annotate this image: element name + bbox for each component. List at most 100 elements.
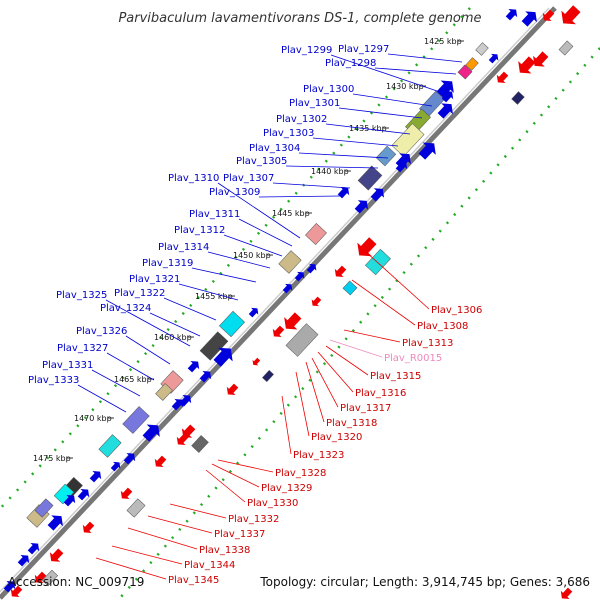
leader-line-plav-1325 <box>105 299 191 347</box>
minus-feature-block <box>191 435 209 453</box>
gene-label-plav-1327: Plav_1327 <box>57 343 108 354</box>
plus-strand-arrow <box>521 11 537 27</box>
minus-strand-arrow <box>518 56 536 74</box>
gene-label-plav-1319: Plav_1319 <box>142 258 193 269</box>
plus-strand-arrow <box>123 453 136 465</box>
minus-strand-arrow <box>226 383 239 395</box>
plus-strand-arrow <box>187 361 200 373</box>
leader-line-plav-1330 <box>205 469 246 503</box>
leader-line-plav-1337 <box>147 515 213 534</box>
minus-strand-arrow <box>252 357 261 366</box>
plus-feature-block <box>391 123 425 157</box>
leader-line-plav-1326 <box>125 335 171 365</box>
kbp-tick-1460-kbp: 1460 kbp <box>154 333 192 342</box>
leader-line-plav-1301 <box>338 107 423 119</box>
plus-strand-arrow <box>337 187 350 199</box>
minus-strand-arrow <box>542 9 555 21</box>
minus-feature-block <box>262 369 274 383</box>
plus-strand-arrow <box>488 53 499 64</box>
gene-label-plav-1322: Plav_1322 <box>114 288 165 299</box>
minus-feature-block <box>342 280 358 296</box>
minus-feature-block <box>285 323 319 357</box>
gene-label-plav-1300: Plav_1300 <box>303 84 354 95</box>
gene-label-plav-1320: Plav_1320 <box>311 432 362 443</box>
leader-line-plav-1319 <box>191 267 257 283</box>
kbp-tick-1435-kbp: 1435 kbp <box>349 124 387 133</box>
ruler-dot-lines <box>0 7 600 599</box>
leader-line-plav-1306 <box>365 251 430 310</box>
gene-features <box>3 5 581 599</box>
plus-strand-arrow <box>110 461 121 472</box>
leader-line-plav-1332 <box>169 503 227 519</box>
plus-feature-block <box>122 406 150 434</box>
minus-feature-block <box>511 91 525 105</box>
gene-label-plav-1332: Plav_1332 <box>228 514 279 525</box>
gene-label-plav-1328: Plav_1328 <box>275 468 326 479</box>
plus-strand-arrow <box>89 471 102 483</box>
leader-line-plav-1331 <box>91 369 141 397</box>
minus-strand-arrow <box>176 433 189 445</box>
kbp-tick-1430-kbp: 1430 kbp <box>386 82 424 91</box>
minus-strand-arrow <box>533 51 549 67</box>
kbp-tick-1450-kbp: 1450 kbp <box>233 251 271 260</box>
plus-feature-block <box>199 331 229 361</box>
leader-line-plav-1322 <box>163 297 217 321</box>
label-leader-lines <box>77 53 463 580</box>
kbp-tick-1445-kbp: 1445 kbp <box>272 209 310 218</box>
plus-strand-arrow <box>3 581 16 593</box>
gene-label-plav-1325: Plav_1325 <box>56 290 107 301</box>
plus-strand-arrow <box>142 424 160 442</box>
ruler-dots-outer <box>119 47 600 599</box>
minus-strand-arrow <box>34 571 47 583</box>
gene-label-plav-1326: Plav_1326 <box>76 326 127 337</box>
minus-strand-arrow <box>334 265 347 277</box>
leader-line-plav-1308 <box>351 279 416 326</box>
gene-label-plav-1329: Plav_1329 <box>261 483 312 494</box>
gene-label-plav-1338: Plav_1338 <box>199 545 250 556</box>
leader-line-plav-1304 <box>298 152 389 159</box>
gene-label-plav-1345: Plav_1345 <box>168 575 219 586</box>
leader-line-plav-1309 <box>258 195 341 198</box>
plus-feature-block <box>465 57 479 71</box>
gene-label-plav-1333: Plav_1333 <box>28 375 79 386</box>
minus-strand-arrow <box>496 71 509 83</box>
gene-label-plav-1306: Plav_1306 <box>431 305 482 316</box>
leader-line-plav-1312 <box>223 234 283 257</box>
gene-label-plav-1317: Plav_1317 <box>340 403 391 414</box>
plus-strand-arrow <box>395 161 408 173</box>
topology-text: Topology: circular; Length: 3,914,745 bp… <box>259 575 590 589</box>
minus-feature-block <box>365 248 391 276</box>
plus-feature-block <box>475 42 489 56</box>
plus-strand-arrow <box>282 283 293 294</box>
minus-strand-arrow <box>284 312 302 330</box>
plus-feature-block <box>305 223 327 245</box>
gene-labels: Plav_1297 Plav_1298 Plav_1299 Plav_1300 Plav… <box>28 44 482 586</box>
plus-strand-arrow <box>441 91 454 103</box>
gene-label-plav-1321: Plav_1321 <box>129 274 180 285</box>
gene-label-plav-1304: Plav_1304 <box>249 143 300 154</box>
accession-text: Accession: NC_009719 <box>8 575 144 589</box>
leader-line-plav-1310 <box>217 182 301 239</box>
gene-label-plav-1344: Plav_1344 <box>184 560 235 571</box>
plus-feature-block <box>375 145 397 167</box>
minus-strand-arrow <box>311 296 322 307</box>
gene-label-plav-1314: Plav_1314 <box>158 242 209 253</box>
gene-label-plav-1313: Plav_1313 <box>402 338 453 349</box>
minus-strand-arrow <box>272 325 285 337</box>
minus-strand-arrow <box>120 487 133 499</box>
minus-feature-block <box>558 40 574 56</box>
leader-line-plav-1323 <box>281 395 292 455</box>
leader-line-plav-1315 <box>325 345 369 376</box>
gene-label-plav-1305: Plav_1305 <box>236 156 287 167</box>
plus-strand-arrow <box>294 271 305 282</box>
plus-strand-arrow <box>354 200 369 214</box>
gene-label-plav-1330: Plav_1330 <box>247 498 298 509</box>
gene-label-plav-r0015: Plav_R0015 <box>384 353 442 364</box>
kbp-tick-1475-kbp: 1475 kbp <box>33 454 71 463</box>
kbp-tick-1440-kbp: 1440 kbp <box>311 167 349 176</box>
minus-strand-arrow <box>10 585 23 597</box>
leader-line-plav-1321 <box>178 283 239 301</box>
leader-line-plav-1327 <box>106 352 155 381</box>
gene-label-plav-1308: Plav_1308 <box>417 321 468 332</box>
